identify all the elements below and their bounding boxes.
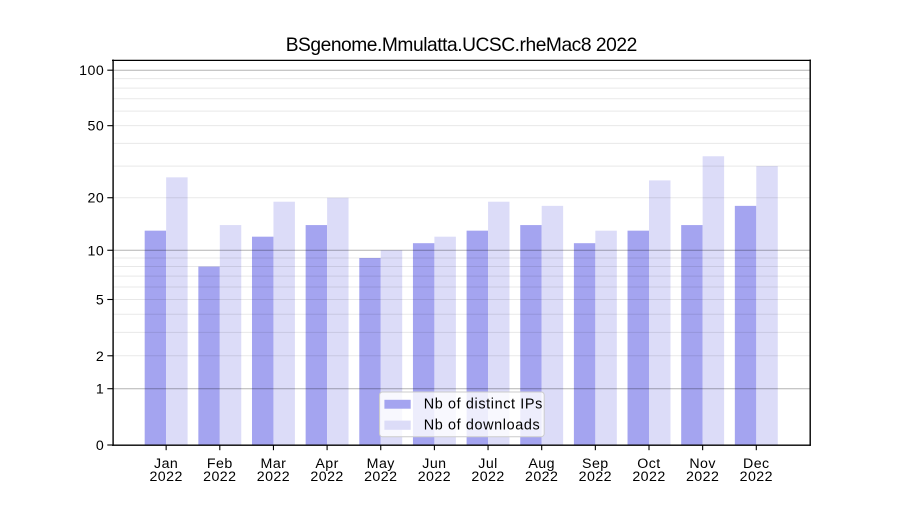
- svg-text:Oct: Oct: [637, 456, 660, 472]
- svg-text:Aug: Aug: [528, 456, 555, 472]
- svg-text:Jul: Jul: [478, 456, 498, 472]
- svg-text:2022: 2022: [579, 469, 612, 485]
- svg-text:Mar: Mar: [261, 456, 287, 472]
- svg-text:2022: 2022: [525, 469, 558, 485]
- svg-text:Sep: Sep: [582, 456, 609, 472]
- svg-text:Jan: Jan: [154, 456, 178, 472]
- svg-text:2: 2: [96, 349, 104, 365]
- svg-text:Nb of downloads: Nb of downloads: [424, 417, 541, 433]
- svg-text:2022: 2022: [740, 469, 773, 485]
- svg-text:0: 0: [96, 438, 104, 454]
- svg-text:5: 5: [96, 292, 104, 308]
- svg-text:Dec: Dec: [743, 456, 770, 472]
- svg-text:2022: 2022: [471, 469, 504, 485]
- svg-text:Nov: Nov: [689, 456, 716, 472]
- svg-text:100: 100: [79, 63, 104, 79]
- svg-text:Apr: Apr: [315, 456, 338, 472]
- svg-text:2022: 2022: [203, 469, 236, 485]
- svg-text:2022: 2022: [310, 469, 343, 485]
- svg-text:May: May: [367, 456, 396, 472]
- svg-text:2022: 2022: [257, 469, 290, 485]
- svg-text:20: 20: [88, 191, 105, 207]
- svg-text:1: 1: [96, 382, 104, 398]
- svg-text:2022: 2022: [418, 469, 451, 485]
- svg-text:50: 50: [88, 119, 105, 135]
- svg-text:10: 10: [88, 243, 105, 259]
- svg-text:Feb: Feb: [207, 456, 233, 472]
- svg-text:BSgenome.Mmulatta.UCSC.rheMac8: BSgenome.Mmulatta.UCSC.rheMac8 2022: [286, 35, 637, 56]
- svg-text:2022: 2022: [364, 469, 397, 485]
- svg-text:Jun: Jun: [422, 456, 446, 472]
- svg-text:2022: 2022: [632, 469, 665, 485]
- svg-text:Nb of distinct IPs: Nb of distinct IPs: [424, 396, 543, 412]
- svg-text:2022: 2022: [149, 469, 182, 485]
- svg-text:2022: 2022: [686, 469, 719, 485]
